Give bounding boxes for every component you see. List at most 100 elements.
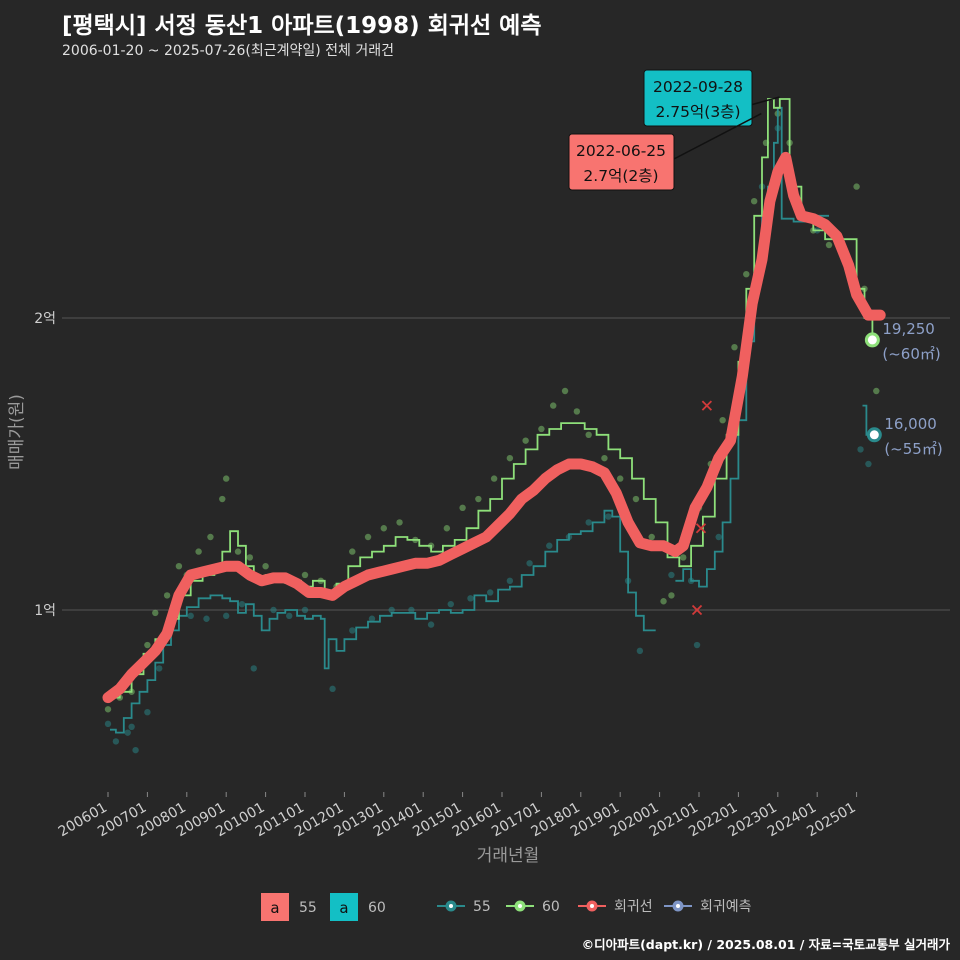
scatter-point-60	[632, 495, 640, 503]
scatter-point-60	[825, 241, 833, 249]
scatter-point-55	[388, 606, 395, 614]
callout-date-60: 2022-09-28	[653, 78, 743, 96]
callout-date-55: 2022-06-25	[576, 142, 666, 160]
scatter-point-60	[731, 344, 738, 351]
line-layer	[102, 98, 886, 734]
scatter-point-60	[223, 475, 230, 482]
legend-dot-center	[518, 904, 522, 908]
scatter-point-55	[447, 600, 454, 608]
scatter-point-60	[475, 495, 482, 503]
scatter-point-55	[301, 606, 309, 614]
scatter-point-60	[152, 609, 159, 617]
scatter-point-60	[207, 533, 214, 541]
scatter-point-60	[163, 592, 171, 599]
scatter-point-55	[270, 606, 277, 614]
scatter-point-55	[132, 746, 139, 754]
scatter-point-60	[648, 533, 655, 541]
scatter-point-60	[490, 475, 498, 482]
callout-box-60	[643, 69, 753, 127]
legend-label-letter: a	[339, 899, 348, 917]
scatter-point-55	[636, 647, 644, 655]
scatter-point-55	[408, 606, 415, 614]
scatter-point-55	[857, 446, 864, 453]
callout-box-55	[568, 133, 675, 191]
scatter-point-55	[238, 600, 246, 608]
scatter-layer	[104, 110, 880, 754]
series-line-60	[110, 98, 874, 699]
scatter-point-55	[250, 665, 257, 672]
scatter-point-55	[865, 460, 872, 468]
scatter-point-60	[234, 548, 242, 555]
scatter-point-60	[349, 548, 356, 555]
legend-entry-회귀선: 회귀선	[614, 899, 653, 915]
scatter-point-60	[364, 533, 372, 541]
annot-layer: 19,250 (~60㎡) 16,000 (~55㎡) 2022-09-28 2.75억(…	[568, 69, 943, 616]
excluded-mark	[701, 400, 713, 411]
end-marker-55	[866, 427, 882, 443]
scatter-point-55	[668, 571, 675, 579]
scatter-point-60	[617, 475, 624, 482]
legend-label-letter: a	[270, 899, 279, 917]
scatter-point-55	[585, 519, 592, 526]
scatter-point-55	[605, 513, 612, 520]
y-axis-title: 매매가(원)	[7, 394, 27, 470]
scatter-point-55	[349, 627, 356, 634]
scatter-point-60	[550, 402, 557, 409]
end-area-label-60: (~60㎡)	[882, 345, 940, 363]
regression-line	[102, 151, 886, 704]
scatter-point-55	[203, 615, 210, 622]
scatter-point-60	[144, 641, 151, 649]
x-axis-title: 거래년월	[477, 846, 540, 866]
y-tick-label: 2억	[34, 311, 56, 327]
end-value-label-55: 16,000	[884, 415, 937, 433]
callout-leader-55	[671, 112, 762, 161]
legend-label-text-60: 60	[368, 900, 386, 916]
page-title: [평택시] 서정 동산1 아파트(1998) 회귀선 예측	[62, 13, 542, 39]
scatter-point-60	[873, 387, 880, 395]
scatter-point-60	[585, 431, 592, 438]
scatter-point-55	[427, 621, 435, 628]
scatter-point-60	[459, 504, 466, 511]
legend-layer: a 55 a 60 55 60 회귀선 회귀예측	[261, 893, 752, 921]
scatter-point-60	[601, 454, 608, 462]
scatter-point-55	[329, 685, 336, 693]
scatter-point-55	[124, 729, 131, 736]
legend-label-box-55	[261, 893, 289, 921]
legend-dot-center	[449, 904, 453, 908]
scatter-point-60	[443, 525, 451, 532]
scatter-point-55	[128, 723, 135, 730]
legend-label-text-55: 55	[299, 900, 317, 916]
scatter-point-55	[693, 641, 701, 649]
scatter-point-60	[380, 525, 387, 532]
scatter-point-60	[668, 592, 675, 599]
legend-entry-60: 60	[542, 899, 560, 915]
scatter-point-60	[246, 554, 254, 561]
scatter-point-60	[262, 563, 269, 570]
scatter-point-55	[156, 665, 163, 672]
scatter-point-60	[104, 706, 112, 713]
callout-value-60: 2.75억(3층)	[656, 103, 741, 121]
page-subtitle: 2006-01-20 ~ 2025-07-26(최근계약일) 전체 거래건	[62, 43, 394, 59]
scatter-point-60	[750, 198, 758, 205]
scatter-point-60	[719, 417, 726, 424]
legend-entry-55: 55	[473, 899, 491, 915]
scatter-point-55	[144, 709, 151, 716]
excluded-mark	[695, 523, 707, 534]
end-marker-60	[864, 332, 880, 348]
scatter-point-60	[743, 271, 750, 278]
scatter-point-55	[546, 542, 553, 549]
y-tick-label: 1억	[34, 603, 56, 619]
grid-layer	[62, 317, 950, 611]
scatter-point-55	[286, 612, 293, 620]
callout-value-55: 2.7억(2층)	[583, 167, 658, 185]
legend-entry-회귀예측: 회귀예측	[700, 899, 752, 915]
scatter-point-60	[660, 598, 667, 605]
scatter-point-60	[301, 571, 309, 579]
end-value-label-60: 19,250	[882, 320, 935, 338]
legend-dot-center	[676, 904, 680, 908]
scatter-point-55	[486, 589, 494, 596]
scatter-point-60	[561, 387, 569, 395]
scatter-point-55	[368, 615, 376, 622]
axis-layer: 1억2억200601200701200801200901201001201101…	[7, 311, 859, 866]
